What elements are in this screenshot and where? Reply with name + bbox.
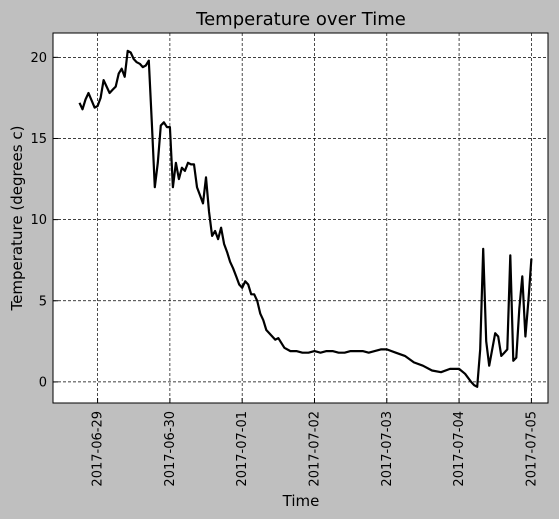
y-axis-label: Temperature (degrees c)	[8, 126, 26, 312]
x-tick-label: 2017-07-02	[307, 411, 322, 487]
x-tick-label: 2017-07-01	[235, 411, 250, 487]
axis-ticks	[53, 56, 532, 403]
x-tick-label: 2017-07-05	[524, 411, 539, 487]
x-tick-label: 2017-06-30	[163, 411, 178, 487]
y-tick-label: 0	[39, 375, 47, 390]
x-tick-label: 2017-07-04	[452, 411, 467, 487]
y-tick-label: 20	[30, 51, 47, 66]
y-tick-label: 10	[30, 213, 47, 228]
series-line	[78, 49, 533, 388]
tick-labels: 2017-06-29 2017-06-30 2017-07-01 2017-07-02…	[30, 51, 539, 487]
x-axis-label: Time	[282, 492, 320, 510]
y-tick-label: 5	[39, 294, 47, 309]
y-tick-label: 15	[30, 132, 47, 147]
x-tick-label: 2017-07-03	[380, 411, 395, 487]
x-tick-label: 2017-06-29	[91, 411, 106, 487]
grid	[53, 33, 548, 403]
plot-area	[52, 32, 549, 404]
chart-title: Temperature over Time	[195, 9, 406, 30]
